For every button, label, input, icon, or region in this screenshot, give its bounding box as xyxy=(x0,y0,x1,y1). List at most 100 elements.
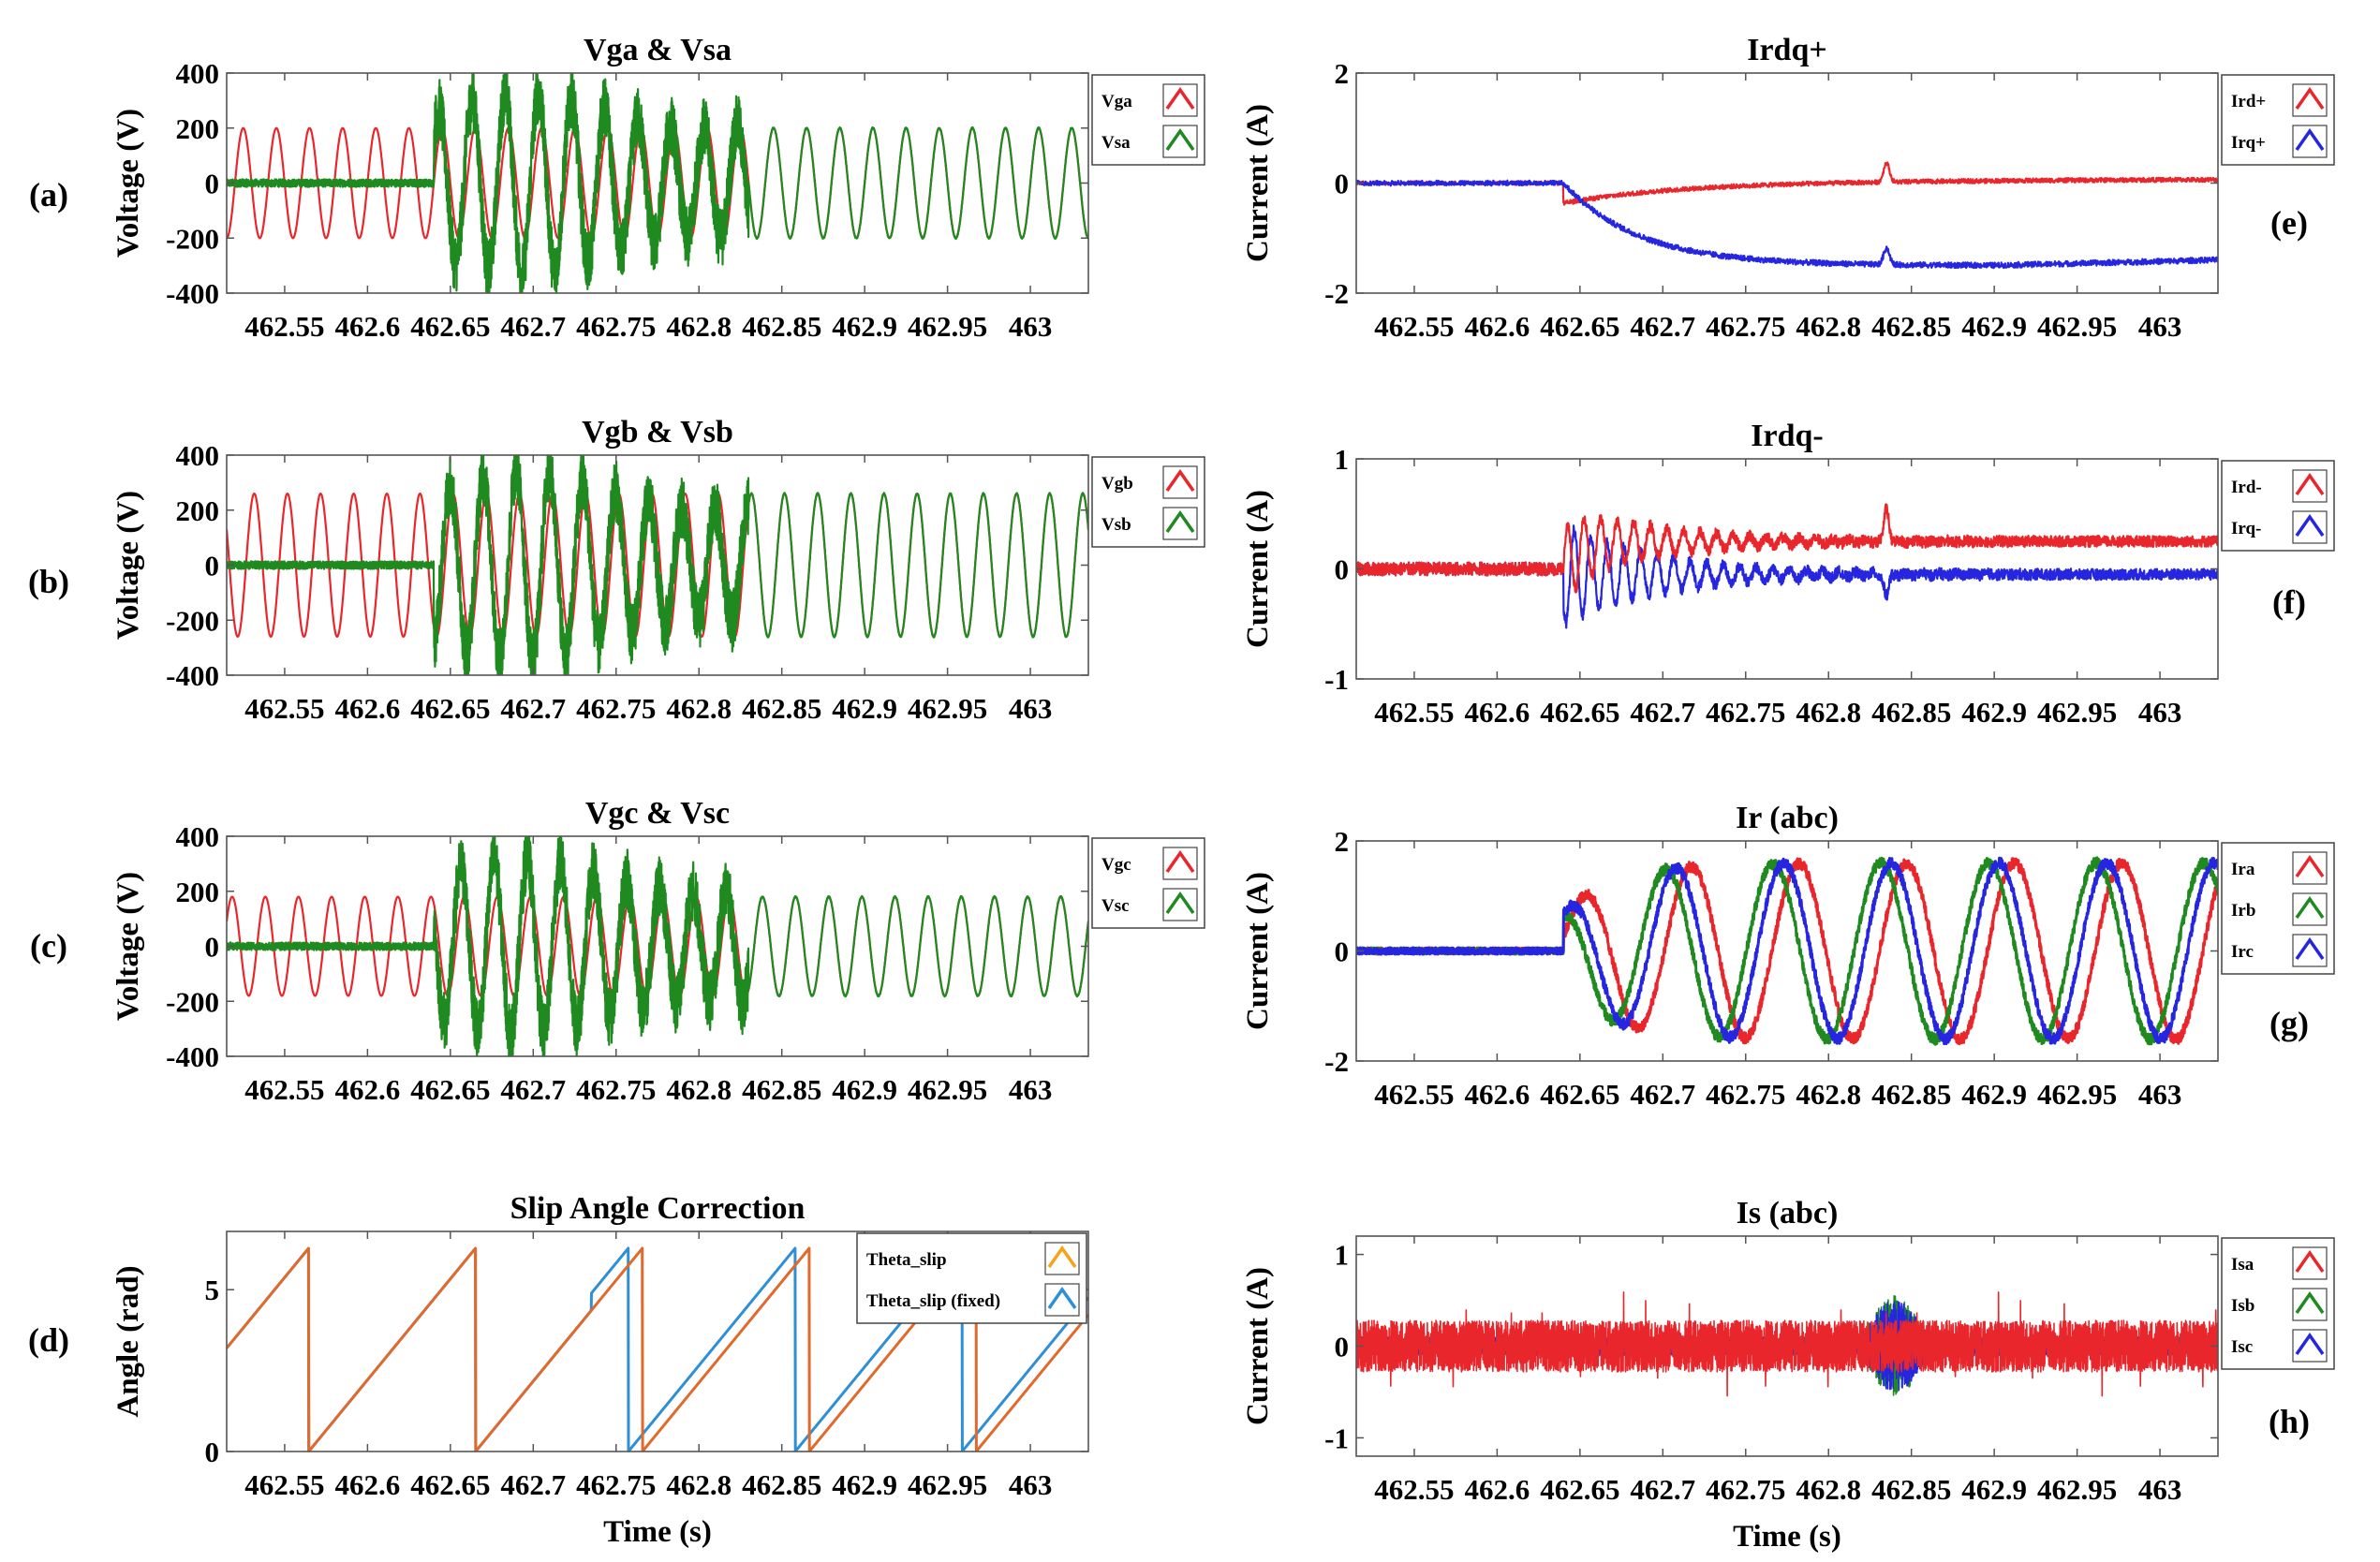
y-tick-label: -1 xyxy=(1324,1422,1349,1454)
x-axis-label: Time (s) xyxy=(1733,1520,1841,1554)
legend-label: Irc xyxy=(2231,942,2254,962)
x-tick-label: 462.75 xyxy=(576,692,656,725)
x-tick-label: 463 xyxy=(2138,1078,2182,1111)
panel-letter: (g) xyxy=(2269,1005,2309,1042)
x-tick-label: 462.7 xyxy=(500,310,566,343)
legend-label: Vsb xyxy=(1101,515,1131,535)
x-tick-label: 462.95 xyxy=(2037,696,2117,729)
x-tick-label: 462.9 xyxy=(1961,1078,2027,1111)
y-tick-label: 0 xyxy=(205,168,220,200)
chart-title: Irdq- xyxy=(1751,419,1823,453)
legend-swatch-ira xyxy=(2295,854,2325,878)
x-tick-label: 462.65 xyxy=(1540,310,1619,343)
x-tick-label: 462.7 xyxy=(500,692,566,725)
x-tick-label: 462.75 xyxy=(576,310,656,343)
chart-title: Vgb & Vsb xyxy=(582,415,733,449)
x-tick-label: 462.85 xyxy=(1871,1078,1951,1111)
legend-label: Isc xyxy=(2231,1337,2253,1357)
x-tick-label: 463 xyxy=(1009,1468,1053,1501)
x-tick-label: 462.65 xyxy=(410,1073,490,1106)
x-tick-label: 462.55 xyxy=(244,310,324,343)
series-group xyxy=(227,73,1088,293)
panel-letter: (c) xyxy=(30,927,67,965)
series-line-irc xyxy=(1356,856,2218,1046)
x-tick-label: 462.55 xyxy=(1374,1078,1454,1111)
x-tick-label: 462.8 xyxy=(666,1468,732,1501)
x-tick-label: 462.8 xyxy=(666,692,732,725)
legend-swatch-box xyxy=(2292,1329,2328,1363)
y-axis-label: Voltage (V) xyxy=(111,872,145,1021)
x-tick-label: 463 xyxy=(1009,1073,1053,1106)
chart-panel-b: 462.55 462.6 462.65 462.7 462.75 462.8 462.85 4… xyxy=(28,415,1205,725)
series-line-vsb xyxy=(227,455,1088,675)
legend-swatch-vsc xyxy=(1165,891,1195,915)
y-axis-label: Current (A) xyxy=(1241,490,1275,648)
legend: Theta_slip Theta_slip (fixed) xyxy=(856,1232,1087,1324)
y-tick-label: 0 xyxy=(1335,936,1350,968)
chart-title: Irdq+ xyxy=(1747,33,1827,67)
panel-letter: (b) xyxy=(28,563,69,600)
series-group xyxy=(1356,161,2218,270)
x-tick-label: 462.7 xyxy=(1630,696,1695,729)
x-tick-label: 462.95 xyxy=(2037,1473,2117,1506)
legend-swatch-irq- xyxy=(2295,127,2325,152)
y-tick-label: 0 xyxy=(205,1436,220,1468)
y-tick-label: 0 xyxy=(205,931,220,964)
series-group xyxy=(1356,856,2218,1046)
legend-label: Irb xyxy=(2231,901,2255,921)
legend-swatch-isb xyxy=(2295,1290,2325,1315)
x-tick-label: 462.95 xyxy=(908,1468,987,1501)
y-tick-label: -1 xyxy=(1324,663,1349,696)
series-group xyxy=(1356,503,2218,629)
x-tick-label: 462.95 xyxy=(2037,1078,2117,1111)
x-tick-label: 463 xyxy=(2138,310,2182,343)
y-tick-label: 0 xyxy=(1335,168,1350,200)
x-tick-label: 462.75 xyxy=(1706,1078,1785,1111)
legend-label: Vgb xyxy=(1101,474,1133,494)
x-tick-label: 462.65 xyxy=(1540,1078,1619,1111)
legend-swatch-irq- xyxy=(2295,513,2325,538)
x-tick-label: 462.55 xyxy=(1374,1473,1454,1506)
legend-swatch-irc xyxy=(2295,936,2325,961)
y-axis-label: Voltage (V) xyxy=(111,491,145,640)
chart-panel-h: 462.55 462.6 462.65 462.7 462.75 462.8 462.85 4… xyxy=(1241,1196,2335,1554)
y-tick-label: 5 xyxy=(205,1274,220,1306)
legend-swatch-vgb xyxy=(1165,468,1195,493)
x-tick-label: 462.95 xyxy=(908,692,987,725)
x-tick-label: 462.6 xyxy=(1465,1078,1530,1111)
y-tick-label: 400 xyxy=(176,57,220,90)
y-axis-label: Current (A) xyxy=(1241,104,1275,262)
x-tick-label: 462.7 xyxy=(500,1073,566,1106)
y-tick-label: 1 xyxy=(1335,443,1350,476)
panel-letter: (e) xyxy=(2270,204,2308,242)
x-axis-label: Time (s) xyxy=(603,1515,712,1549)
chart-title: Ir (abc) xyxy=(1736,801,1839,835)
x-tick-label: 462.6 xyxy=(1465,310,1530,343)
x-tick-label: 462.65 xyxy=(410,1468,490,1501)
x-tick-label: 462.75 xyxy=(1706,310,1785,343)
y-tick-label: -2 xyxy=(1324,1045,1349,1078)
chart-panel-f: 462.55 462.6 462.65 462.7 462.75 462.8 462.85 4… xyxy=(1241,419,2335,729)
chart-panel-d: 462.55 462.6 462.65 462.7 462.75 462.8 462.85 4… xyxy=(28,1191,1089,1549)
x-tick-label: 462.65 xyxy=(1540,696,1619,729)
x-tick-label: 462.6 xyxy=(335,692,401,725)
chart-panel-e: 462.55 462.6 462.65 462.7 462.75 462.8 462.85 4… xyxy=(1241,33,2335,343)
x-tick-label: 462.6 xyxy=(335,310,401,343)
chart-title: Vga & Vsa xyxy=(584,33,732,67)
chart-panel-a: 462.55 462.6 462.65 462.7 462.75 462.8 462.85 4… xyxy=(29,33,1205,343)
legend-label: Isb xyxy=(2231,1296,2254,1316)
x-tick-label: 462.85 xyxy=(1871,696,1951,729)
x-tick-label: 462.55 xyxy=(244,1468,324,1501)
legend-swatch-vsb xyxy=(1165,509,1195,534)
legend-label: Theta_slip xyxy=(866,1250,947,1270)
legend-label: Theta_slip (fixed) xyxy=(866,1291,1000,1311)
x-tick-label: 462.85 xyxy=(742,692,821,725)
x-tick-label: 462.8 xyxy=(1796,696,1861,729)
y-tick-label: 0 xyxy=(205,550,220,582)
legend: Vga Vsa xyxy=(1091,74,1205,166)
x-tick-label: 462.8 xyxy=(666,310,732,343)
legend-label: Vsa xyxy=(1101,133,1131,153)
x-tick-label: 462.75 xyxy=(576,1073,656,1106)
chart-title: Slip Angle Correction xyxy=(510,1191,806,1226)
